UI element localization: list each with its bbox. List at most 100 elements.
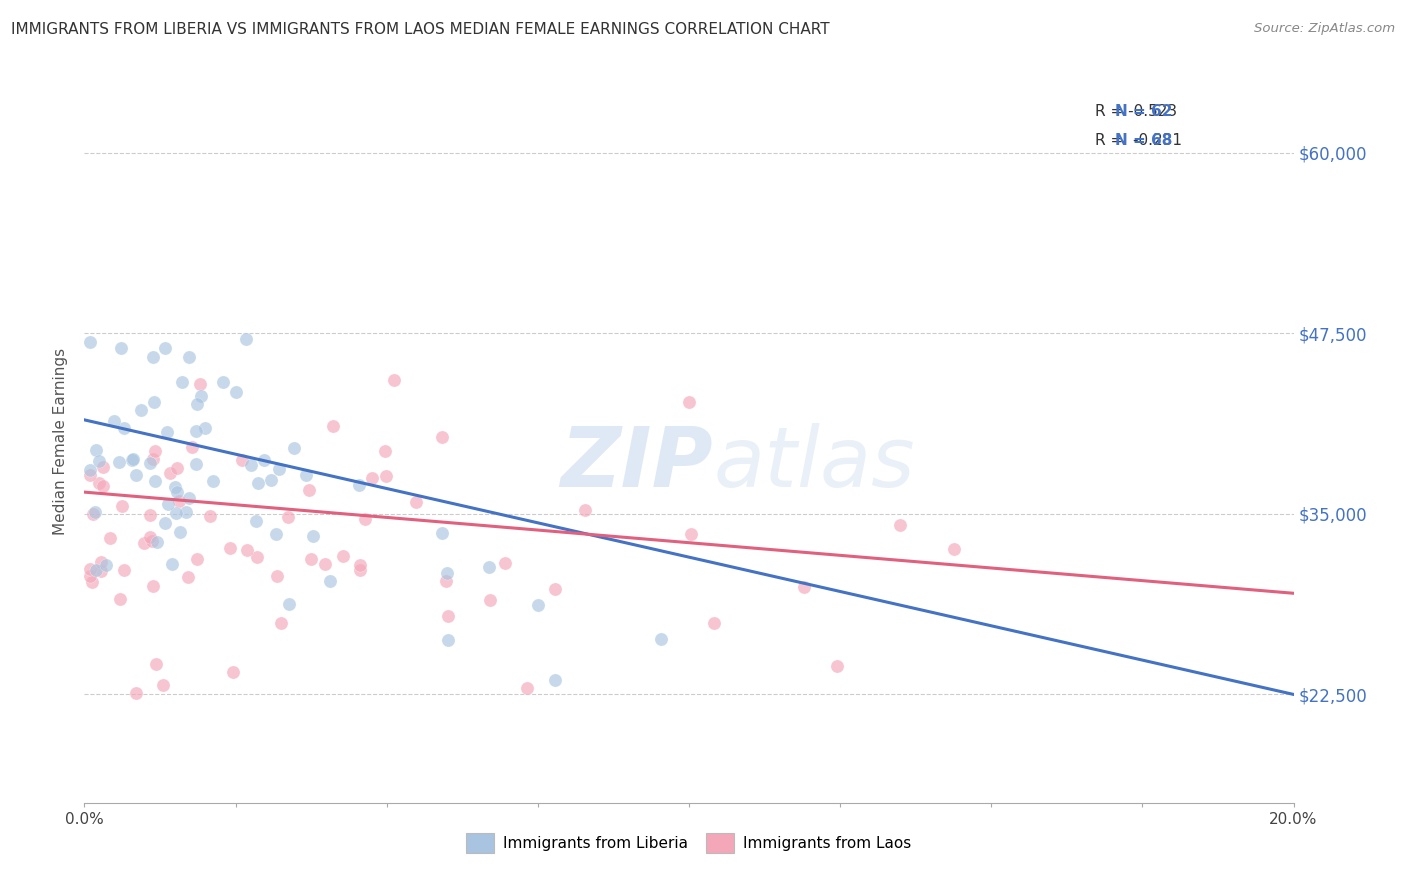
- Point: [176, 569, 198, 583]
- Point: [319, 574, 342, 588]
- Point: [79, 562, 101, 576]
- Point: [122, 451, 145, 466]
- Point: [172, 376, 194, 390]
- Point: [124, 686, 146, 700]
- Point: [225, 384, 247, 399]
- Point: [143, 394, 166, 409]
- Point: [111, 500, 134, 514]
- Point: [201, 475, 224, 489]
- Point: [231, 452, 253, 467]
- Point: [121, 452, 143, 467]
- Point: [112, 421, 135, 435]
- Point: [79, 467, 101, 482]
- Point: [186, 457, 208, 471]
- Point: [793, 580, 815, 594]
- Point: [245, 514, 267, 528]
- Point: [283, 441, 305, 455]
- Point: [82, 574, 104, 589]
- Point: [90, 554, 112, 568]
- Point: [167, 494, 190, 508]
- Point: [186, 552, 208, 566]
- Point: [103, 414, 125, 428]
- Point: [198, 508, 221, 523]
- Point: [827, 658, 849, 673]
- Point: [382, 373, 405, 387]
- Point: [360, 471, 382, 485]
- Point: [432, 430, 454, 444]
- Point: [186, 396, 208, 410]
- Point: [146, 535, 169, 549]
- Point: [169, 524, 191, 539]
- Point: [98, 531, 121, 545]
- Point: [314, 557, 336, 571]
- Point: [153, 516, 176, 530]
- Point: [141, 534, 163, 549]
- Text: N = 68: N = 68: [1115, 133, 1173, 147]
- Point: [374, 443, 396, 458]
- Point: [436, 633, 458, 648]
- Point: [332, 549, 354, 563]
- Point: [179, 491, 201, 505]
- Point: [166, 484, 188, 499]
- Point: [703, 616, 725, 631]
- Point: [526, 598, 548, 612]
- Point: [436, 566, 458, 580]
- Point: [157, 497, 180, 511]
- Text: ZIP: ZIP: [561, 423, 713, 504]
- Text: Source: ZipAtlas.com: Source: ZipAtlas.com: [1254, 22, 1395, 36]
- Point: [544, 582, 567, 597]
- Point: [156, 425, 179, 439]
- Point: [235, 332, 257, 346]
- Point: [110, 341, 132, 355]
- Point: [83, 505, 105, 519]
- Point: [86, 442, 108, 457]
- Point: [219, 541, 242, 555]
- Point: [516, 681, 538, 695]
- Point: [82, 508, 104, 522]
- Point: [267, 462, 290, 476]
- Point: [253, 452, 276, 467]
- Point: [301, 551, 323, 566]
- Point: [142, 451, 165, 466]
- Y-axis label: Median Female Earnings: Median Female Earnings: [53, 348, 69, 535]
- Point: [543, 673, 565, 687]
- Point: [142, 350, 165, 364]
- Point: [143, 444, 166, 458]
- Point: [91, 479, 114, 493]
- Point: [93, 460, 115, 475]
- Point: [240, 458, 263, 473]
- Point: [889, 517, 911, 532]
- Point: [212, 375, 235, 389]
- Point: [159, 466, 181, 480]
- Point: [160, 557, 183, 571]
- Point: [298, 483, 321, 497]
- Point: [152, 678, 174, 692]
- Point: [141, 578, 163, 592]
- Point: [434, 574, 457, 589]
- Point: [349, 558, 371, 572]
- Point: [236, 542, 259, 557]
- Point: [260, 473, 283, 487]
- Point: [374, 469, 396, 483]
- Point: [180, 440, 202, 454]
- Point: [266, 569, 288, 583]
- Point: [494, 557, 516, 571]
- Point: [353, 512, 375, 526]
- Point: [186, 424, 208, 438]
- Legend: Immigrants from Liberia, Immigrants from Laos: Immigrants from Liberia, Immigrants from…: [458, 825, 920, 860]
- Text: R = -0.523: R = -0.523: [1095, 103, 1177, 119]
- Point: [132, 536, 155, 550]
- Point: [90, 564, 112, 578]
- Text: atlas: atlas: [713, 423, 915, 504]
- Point: [678, 395, 700, 409]
- Point: [277, 597, 299, 611]
- Point: [221, 665, 243, 680]
- Point: [943, 542, 966, 557]
- Point: [650, 632, 672, 646]
- Point: [432, 526, 454, 541]
- Point: [165, 480, 187, 494]
- Point: [143, 474, 166, 488]
- Point: [405, 495, 427, 509]
- Point: [266, 527, 288, 541]
- Point: [193, 421, 215, 435]
